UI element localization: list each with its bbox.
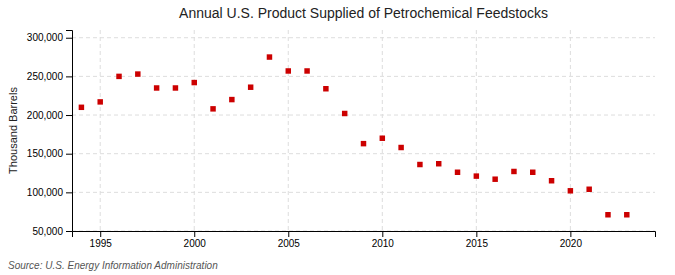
- tick-mark: [66, 154, 72, 155]
- grid: [72, 30, 655, 231]
- point: [248, 84, 253, 89]
- point: [229, 97, 234, 102]
- point: [173, 85, 178, 90]
- tick: 300,000: [27, 32, 72, 43]
- tick-label: 2005: [278, 238, 301, 249]
- grid-line: [100, 30, 101, 231]
- source: Source: U.S. Energy Information Administ…: [8, 260, 218, 271]
- tick: 2010: [372, 231, 395, 249]
- grid-line: [72, 153, 655, 154]
- tick: 2005: [278, 231, 301, 249]
- tick-label: 2010: [372, 238, 395, 249]
- tick: 250,000: [27, 71, 72, 82]
- axis-line: [73, 232, 656, 238]
- tick: 1995: [90, 231, 113, 249]
- tick-label: 2000: [184, 238, 207, 249]
- x-axis: 1995 2000 2005 2010 2015 2020: [73, 231, 656, 249]
- point: [511, 169, 516, 174]
- tick-mark: [66, 76, 72, 77]
- tick-mark: [66, 115, 72, 116]
- grid-line: [72, 115, 655, 116]
- tick-mark: [194, 231, 195, 237]
- plot: 1995 2000 2005 2010 2015 2020 50,000 100,000 150…: [27, 30, 656, 249]
- tick-label: 50,000: [32, 226, 63, 237]
- point: [549, 178, 554, 183]
- point: [267, 54, 272, 59]
- point: [79, 105, 84, 110]
- point: [380, 135, 385, 140]
- point: [568, 188, 573, 193]
- point: [455, 170, 460, 175]
- grid-line: [288, 30, 289, 231]
- tick-mark: [66, 38, 72, 39]
- tick: 100,000: [27, 187, 72, 198]
- tick-mark: [382, 231, 383, 237]
- point: [492, 176, 497, 181]
- grid-line: [194, 30, 195, 231]
- tick-label: 100,000: [27, 187, 64, 198]
- tick-label: 2020: [560, 238, 583, 249]
- tick-mark: [100, 231, 101, 237]
- tick: 50,000: [32, 226, 72, 237]
- point: [436, 161, 441, 166]
- marks: [79, 54, 630, 217]
- tick: 2000: [184, 231, 207, 249]
- grid-line: [72, 37, 655, 38]
- point: [192, 80, 197, 85]
- point: [210, 106, 215, 111]
- point: [586, 187, 591, 192]
- point: [417, 162, 422, 167]
- tick-mark: [66, 192, 72, 193]
- tick: 150,000: [27, 148, 72, 159]
- point: [530, 170, 535, 175]
- tick: 200,000: [27, 110, 72, 121]
- point: [474, 173, 479, 178]
- point: [624, 212, 629, 217]
- grid-line: [570, 30, 571, 231]
- tick-mark: [66, 231, 72, 232]
- axis-title: Thousand Barrels: [7, 87, 19, 174]
- tick-label: 200,000: [27, 110, 64, 121]
- tick-mark: [476, 231, 477, 237]
- grid-line: [382, 30, 383, 231]
- tick: 2020: [560, 231, 583, 249]
- grid-line: [72, 76, 655, 77]
- tick-label: 2015: [466, 238, 489, 249]
- tick-label: 300,000: [27, 32, 64, 43]
- point: [398, 145, 403, 150]
- tick-label: 250,000: [27, 71, 64, 82]
- tick-mark: [288, 231, 289, 237]
- point: [605, 212, 610, 217]
- point: [304, 68, 309, 73]
- title: Annual U.S. Product Supplied of Petroche…: [179, 5, 548, 21]
- tick: 2015: [466, 231, 489, 249]
- point: [116, 74, 121, 79]
- tick-label: 1995: [90, 238, 113, 249]
- y-axis: 50,000 100,000 150,000 200,000 250,000 300,00…: [27, 31, 73, 237]
- axis-line: [66, 31, 73, 232]
- point: [135, 71, 140, 76]
- point: [361, 141, 366, 146]
- point: [97, 99, 102, 104]
- grid-line: [476, 30, 477, 231]
- grid-line: [72, 192, 655, 193]
- tick-label: 150,000: [27, 148, 64, 159]
- chart: 1995 2000 2005 2010 2015 2020 50,000 100,000 150…: [0, 0, 675, 275]
- point: [323, 86, 328, 91]
- point: [286, 68, 291, 73]
- point: [154, 85, 159, 90]
- tick-mark: [570, 231, 571, 237]
- point: [342, 111, 347, 116]
